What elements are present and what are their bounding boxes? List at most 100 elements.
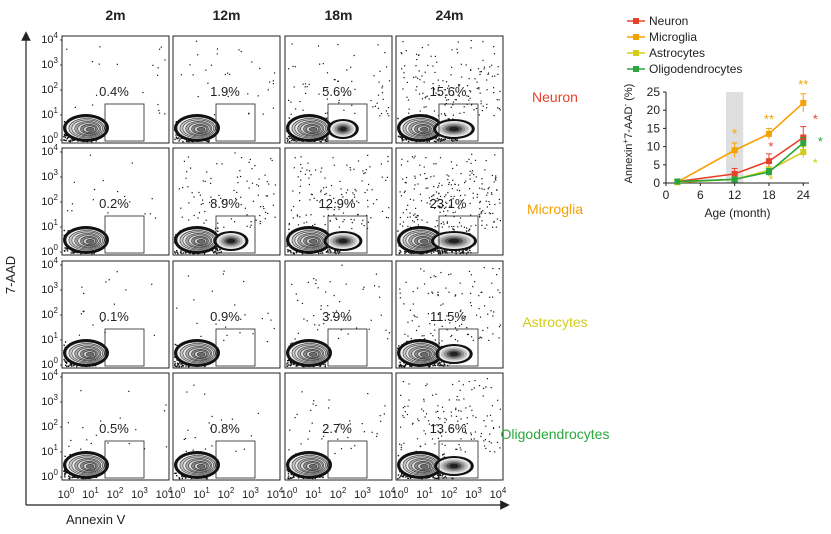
event-dot [367, 393, 369, 395]
event-dot [200, 335, 202, 337]
event-dot [457, 41, 459, 43]
event-dot [234, 221, 236, 223]
event-dot [156, 74, 159, 76]
event-dot [404, 405, 406, 408]
event-dot [289, 361, 292, 363]
flow-panel-oligodendrocytes-24m: 13.6%100 101 102 103 104 [392, 372, 507, 501]
event-dot [478, 88, 480, 90]
event-dot [491, 296, 494, 298]
population-contour [226, 238, 236, 244]
event-dot [490, 310, 492, 312]
event-dot [429, 203, 431, 205]
event-dot [373, 285, 376, 287]
event-dot [472, 286, 474, 288]
event-dot [481, 224, 483, 226]
event-dot [315, 282, 317, 285]
event-dot [490, 192, 493, 194]
event-dot [398, 476, 401, 479]
event-dot [325, 138, 327, 141]
event-dot [453, 94, 455, 96]
event-dot [306, 86, 308, 88]
event-dot [211, 290, 213, 292]
event-dot [313, 277, 315, 280]
event-dot [89, 154, 92, 156]
event-dot [437, 363, 440, 365]
event-dot [322, 187, 325, 189]
population-contour [449, 351, 459, 357]
event-dot [456, 164, 458, 166]
event-dot [467, 251, 469, 253]
event-dot [352, 200, 354, 202]
event-dot [288, 228, 290, 231]
event-dot [207, 82, 209, 84]
event-dot [151, 283, 153, 285]
event-dot [154, 217, 157, 219]
event-dot [430, 276, 432, 279]
event-dot [402, 88, 404, 90]
event-dot [432, 335, 434, 337]
event-dot [433, 140, 436, 142]
event-dot [399, 361, 401, 364]
event-dot [66, 248, 69, 250]
event-dot [233, 189, 235, 192]
significance-marker: * [813, 112, 818, 127]
event-dot [336, 250, 339, 252]
y-tick-label: 15 [647, 121, 661, 135]
gate-percentage: 0.1% [99, 309, 129, 324]
event-dot [489, 433, 491, 435]
event-dot [376, 433, 378, 435]
event-dot [289, 477, 292, 479]
event-dot [159, 48, 161, 50]
event-dot [402, 415, 404, 417]
event-dot [351, 104, 353, 106]
event-dot [476, 193, 478, 196]
event-dot [379, 296, 381, 298]
event-dot [474, 431, 477, 433]
event-dot [426, 383, 428, 385]
event-dot [180, 363, 182, 365]
event-dot [187, 140, 190, 143]
event-dot [347, 333, 349, 335]
event-dot [337, 438, 339, 440]
event-dot [67, 365, 70, 367]
y-tick-label: 25 [647, 85, 661, 99]
event-dot [491, 420, 493, 422]
event-dot [457, 52, 459, 54]
event-dot [218, 194, 220, 197]
event-dot [308, 83, 310, 86]
event-dot [456, 448, 458, 450]
event-dot [63, 121, 66, 123]
significance-marker: ** [764, 111, 774, 126]
event-dot [66, 210, 69, 212]
gate-percentage: 2.7% [322, 421, 352, 436]
y-tick-label: 103 [41, 168, 58, 183]
event-dot [176, 137, 178, 140]
event-dot [407, 477, 410, 479]
event-dot [419, 79, 421, 81]
event-dot [439, 211, 441, 213]
event-dot [64, 134, 67, 137]
event-dot [300, 156, 302, 158]
y-tick-label: 103 [41, 56, 58, 71]
event-dot [257, 194, 259, 196]
event-dot [68, 475, 70, 477]
event-dot [460, 410, 462, 412]
event-dot [399, 475, 402, 477]
event-dot [255, 219, 257, 221]
event-dot [299, 216, 301, 218]
event-dot [315, 404, 317, 407]
event-dot [436, 200, 438, 202]
event-dot [90, 442, 92, 444]
y-tick-label: 104 [41, 368, 58, 383]
event-dot [464, 249, 467, 251]
event-dot [158, 109, 160, 112]
event-dot [498, 268, 500, 270]
event-dot [473, 109, 475, 111]
event-dot [361, 223, 363, 225]
event-dot [467, 333, 469, 335]
event-dot [356, 327, 358, 329]
panel-events [63, 154, 157, 255]
event-dot [421, 75, 423, 77]
event-dot [299, 185, 301, 187]
event-dot [444, 104, 446, 106]
